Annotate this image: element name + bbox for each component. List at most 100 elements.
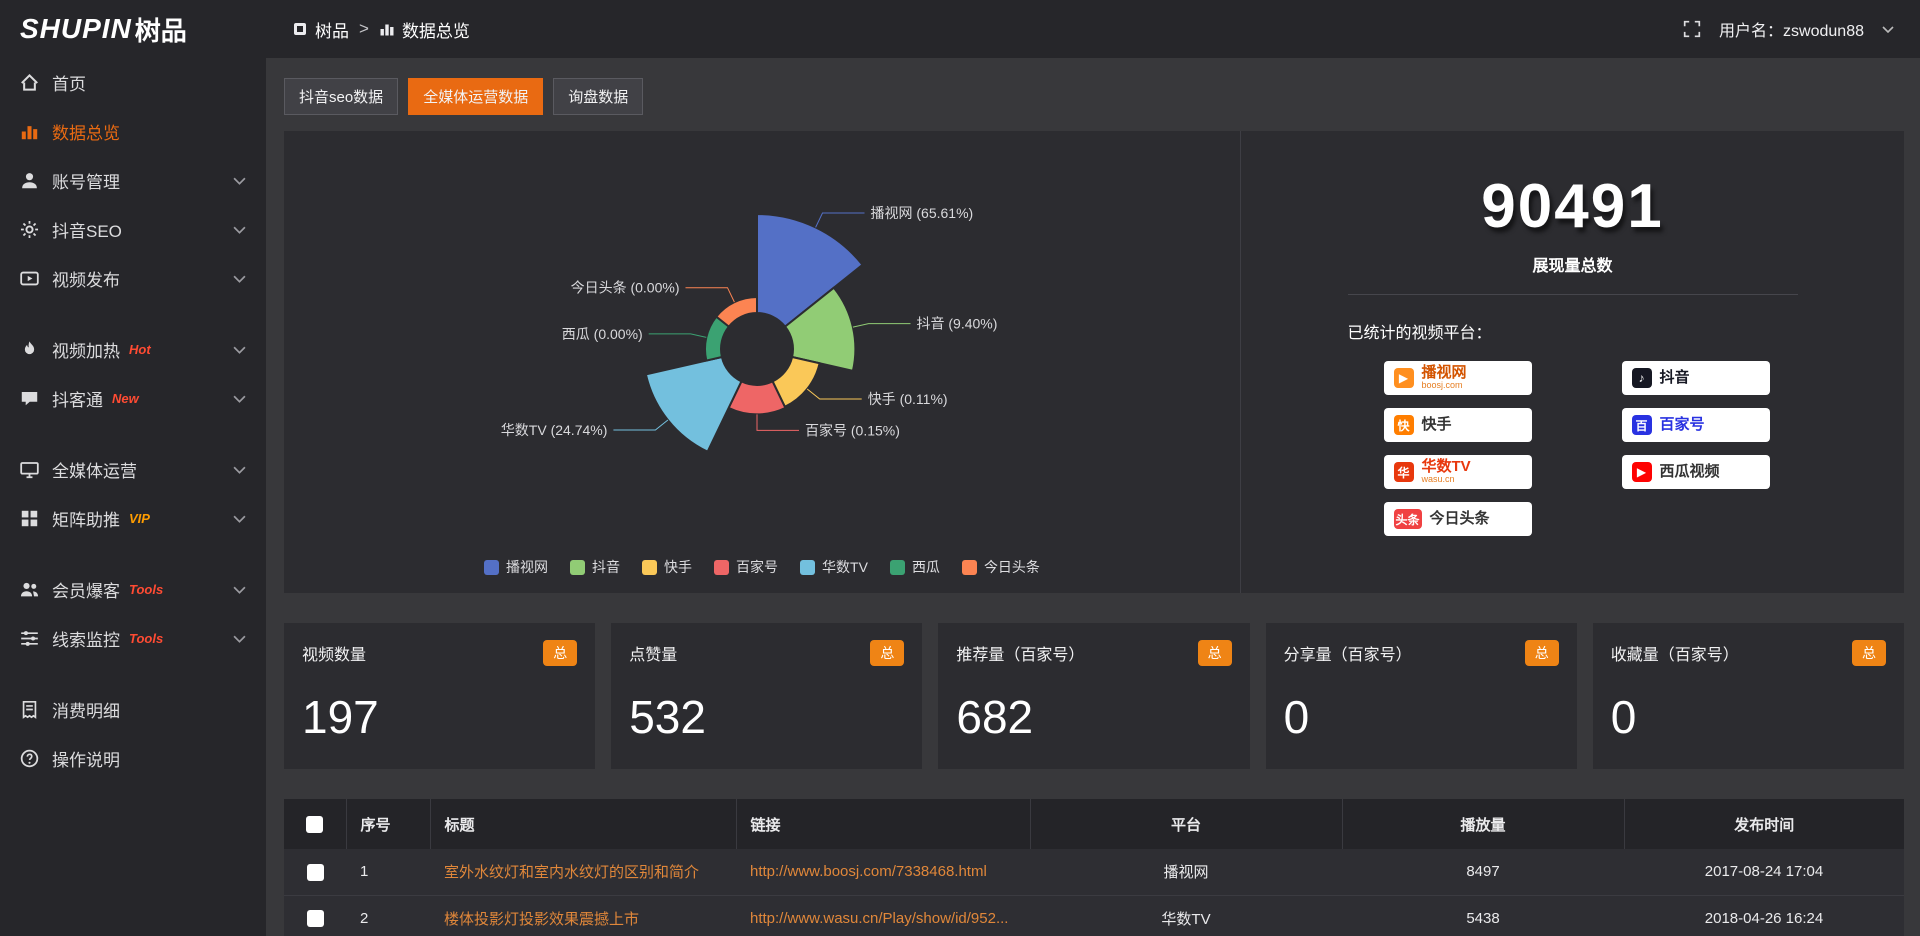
sidebar-item[interactable]: 会员爆客 Tools <box>0 565 266 614</box>
total-badge[interactable]: 总 <box>1852 640 1886 666</box>
sidebar-item[interactable]: 首页 <box>0 58 266 107</box>
legend-item[interactable]: 抖音 <box>570 557 620 577</box>
sidebar-item[interactable]: 全媒体运营 <box>0 445 266 494</box>
sidebar-item[interactable]: 视频加热 Hot <box>0 325 266 374</box>
platform-logo-icon: 头条 <box>1393 509 1422 529</box>
username-label[interactable]: 用户名：zswodun88 <box>1719 23 1864 40</box>
sidebar-item-label: 抖音SEO <box>52 222 122 241</box>
select-all-checkbox[interactable] <box>306 815 324 833</box>
total-badge[interactable]: 总 <box>543 640 578 666</box>
overview-panel: 播视网 (65.61%) 抖音 (9.40%) 快手 (0.11%) 百家号 (0.1… <box>284 131 1904 593</box>
total-badge[interactable]: 总 <box>870 640 905 666</box>
stat-card-header: 点赞量 总 <box>629 640 905 666</box>
tools-tag: Tools <box>129 582 164 597</box>
platform-badge: 华华数TV wasu.cn <box>1383 455 1532 489</box>
breadcrumb-item[interactable]: 树品 <box>292 17 349 42</box>
chevron-down-icon <box>233 177 246 185</box>
legend-item[interactable]: 今日头条 <box>961 557 1040 577</box>
stat-row: 视频数量总 197 点赞量总 532 推荐量（百家号）总 682 分享量（百家号）总 0 收藏量… <box>284 623 1904 769</box>
row-checkbox-cell <box>284 849 346 896</box>
platform-grid: ▶ 播视网 boosj.com ♪ 抖音快快手 百百家号华华数TV wasu.cn ▶ 西瓜视频… <box>1348 361 1798 536</box>
platform-name: 华数TV <box>1421 457 1471 475</box>
stat-label: 收藏量（百家号） <box>1610 647 1739 664</box>
stat-label: 推荐量（百家号） <box>956 647 1085 664</box>
pie-label: 华数TV (24.74%) <box>501 422 608 438</box>
platform-name: 今日头条 <box>1429 510 1490 528</box>
chevron-down-icon <box>233 395 246 403</box>
sidebar-item[interactable]: 抖客通 New <box>0 374 266 423</box>
breadcrumb-item[interactable]: 数据总览 <box>379 17 470 42</box>
pie-slice[interactable]: 西瓜 (0.00%) <box>562 315 731 362</box>
grid-icon <box>20 509 39 528</box>
legend-label: 今日头条 <box>983 559 1040 575</box>
legend-swatch <box>642 559 658 575</box>
table-row[interactable]: 2 楼体投影灯投影效果震撼上市 http://www.wasu.cn/Play/sh… <box>284 895 1904 936</box>
sidebar-item[interactable]: 数据总览 <box>0 107 266 156</box>
sidebar-item[interactable]: 消费明细 <box>0 685 266 734</box>
table-section: 序号 标题 链接 平台 播放量 发布时间 1 室外水纹灯和室内水纹灯的区别和简介 http://… <box>284 799 1904 936</box>
legend-item[interactable]: 快手 <box>642 557 692 577</box>
tab-抖音seo数据[interactable]: 抖音seo数据 <box>284 78 399 115</box>
legend-item[interactable]: 播视网 <box>484 557 548 577</box>
stat-card-header: 视频数量 总 <box>302 640 578 666</box>
sidebar-nav: 首页 数据总览 账号管理 抖音SEO 视频发布 视频加热 Hot 抖客通 New 全媒体运营 矩阵助… <box>0 58 266 783</box>
chart-icon <box>20 122 39 141</box>
pie-slice[interactable]: 百家号 (0.15%) <box>727 380 900 438</box>
sidebar-item-label: 首页 <box>52 75 86 94</box>
platform-badge: 头条 今日头条 <box>1383 502 1532 536</box>
sidebar-item-label: 矩阵助推 <box>52 511 120 530</box>
total-badge[interactable]: 总 <box>1524 640 1559 666</box>
platform-text: 华数TV wasu.cn <box>1421 457 1471 486</box>
pie-slice[interactable]: 播视网 (65.61%) <box>756 205 973 329</box>
platform-badge: ♪ 抖音 <box>1621 361 1770 395</box>
pie-slice[interactable]: 抖音 (9.40%) <box>783 286 997 373</box>
breadcrumb: 树品 > 数据总览 <box>292 17 470 42</box>
legend-item[interactable]: 百家号 <box>714 557 778 577</box>
row-checkbox[interactable] <box>306 909 324 927</box>
user-icon <box>20 171 39 190</box>
platform-name: 抖音 <box>1659 369 1690 387</box>
vip-tag: VIP <box>129 511 150 526</box>
pie-slice[interactable]: 华数TV (24.74%) <box>501 355 743 454</box>
sidebar-item[interactable]: 操作说明 <box>0 734 266 783</box>
cell-title[interactable]: 楼体投影灯投影效果震撼上市 <box>430 895 736 936</box>
platform-sub: boosj.com <box>1421 380 1463 391</box>
column-header: 标题 <box>430 799 737 849</box>
tab-询盘数据[interactable]: 询盘数据 <box>553 78 644 115</box>
sidebar-item[interactable]: 视频发布 <box>0 254 266 303</box>
table-row[interactable]: 1 室外水纹灯和室内水纹灯的区别和简介 http://www.boosj.com/7… <box>284 849 1904 896</box>
column-header: 链接 <box>736 799 1031 849</box>
sidebar-item[interactable]: 账号管理 <box>0 156 266 205</box>
cell-plays: 8497 <box>1342 849 1624 896</box>
cell-title[interactable]: 室外水纹灯和室内水纹灯的区别和简介 <box>430 849 736 896</box>
sidebar-item-label: 消费明细 <box>52 702 120 721</box>
platform-badge: ▶ 西瓜视频 <box>1621 455 1770 489</box>
platform-name: 播视网 <box>1421 363 1467 381</box>
cell-link[interactable]: http://www.boosj.com/7338468.html <box>736 849 1030 896</box>
row-checkbox[interactable] <box>306 863 324 881</box>
cell-no: 2 <box>346 895 430 936</box>
fullscreen-icon[interactable] <box>1683 20 1701 38</box>
pie-slice[interactable]: 快手 (0.11%) <box>771 355 948 409</box>
platform-name: 西瓜视频 <box>1659 463 1720 481</box>
chevron-down-icon <box>233 226 246 234</box>
pie-slice[interactable]: 今日头条 (0.00%) <box>571 280 758 329</box>
sidebar-item-label: 线索监控 <box>52 631 120 650</box>
logo-brand: SHUPIN <box>20 13 132 44</box>
sidebar-item[interactable]: 抖音SEO <box>0 205 266 254</box>
legend-label: 播视网 <box>506 559 549 575</box>
stat-value: 0 <box>1283 691 1310 743</box>
legend-label: 抖音 <box>592 559 621 575</box>
sidebar-item[interactable]: 矩阵助推 VIP <box>0 494 266 543</box>
tools-tag: Tools <box>129 631 164 646</box>
cell-time: 2017-08-24 17:04 <box>1624 849 1904 896</box>
cell-link[interactable]: http://www.wasu.cn/Play/show/id/952... <box>736 895 1030 936</box>
pie-label: 百家号 (0.15%) <box>805 422 900 438</box>
legend-item[interactable]: 华数TV <box>800 557 868 577</box>
legend-swatch <box>800 559 816 575</box>
legend-item[interactable]: 西瓜 <box>889 557 940 577</box>
platform-badge: 快快手 <box>1383 408 1532 442</box>
sidebar-item[interactable]: 线索监控 Tools <box>0 614 266 663</box>
tab-全媒体运营数据[interactable]: 全媒体运营数据 <box>408 78 544 115</box>
total-badge[interactable]: 总 <box>1197 640 1232 666</box>
